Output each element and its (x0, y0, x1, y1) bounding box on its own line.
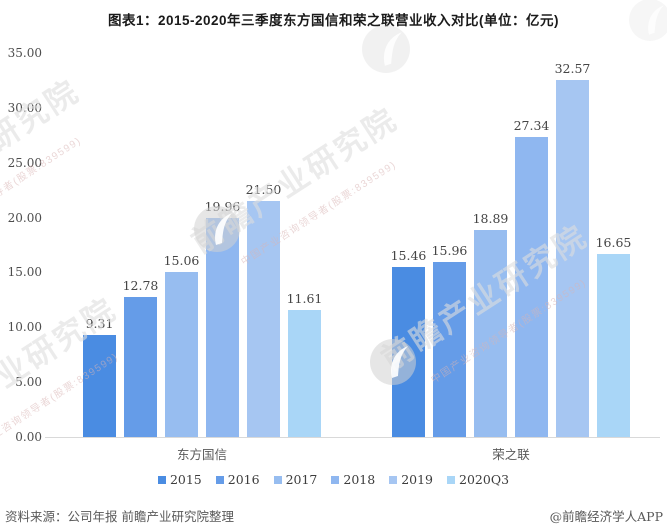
y-axis-tick-label: 25.00 (7, 155, 42, 170)
bar-2015: 9.31 (83, 316, 116, 437)
source-note: 资料来源：公司年报 前瞻产业研究院整理 (5, 509, 234, 524)
y-axis-tick-label: 20.00 (7, 210, 42, 225)
legend-label: 2015 (169, 472, 202, 487)
bar-2020Q3: 16.65 (596, 235, 631, 437)
bar-value-label: 18.89 (472, 210, 509, 226)
bar-value-label: 15.46 (390, 248, 427, 264)
bar-value-label: 19.96 (204, 199, 241, 214)
bar-value-label: 16.65 (595, 235, 632, 251)
legend-item-2016: 2016 (215, 472, 260, 487)
bar-2019: 21.50 (246, 182, 281, 437)
bar-value-label: 15.96 (431, 242, 468, 258)
bar-2017: 18.89 (473, 211, 508, 437)
legend-item-2018: 2018 (331, 472, 375, 487)
bar-group-2: 15.46 15.96 18.89 27.34 32.57 16.65 (391, 61, 631, 437)
legend-item-2017: 2017 (273, 472, 318, 487)
x-axis-category-label: 东方国信 (176, 447, 227, 462)
legend-label: 2019 (401, 472, 434, 487)
legend-label: 2017 (285, 472, 318, 487)
bar-value-label: 27.34 (513, 118, 550, 133)
legend-swatch-icon (331, 475, 340, 484)
legend-swatch-icon (273, 475, 282, 484)
bar-value-label: 11.61 (286, 290, 323, 306)
bar-2017: 15.06 (164, 253, 199, 437)
legend-swatch-icon (215, 475, 224, 484)
bar-2016: 12.78 (123, 278, 158, 437)
y-axis-tick-label: 0.00 (15, 430, 42, 444)
bar-2016: 15.96 (432, 243, 467, 437)
chart-title: 图表1：2015-2020年三季度东方国信和荣之联营业收入对比(单位：亿元) (107, 13, 560, 28)
bar-2019: 32.57 (555, 61, 590, 437)
y-axis-tick-label: 15.00 (7, 265, 42, 280)
bar-2015: 15.46 (391, 248, 426, 437)
legend-swatch-icon (447, 475, 456, 484)
legend-label: 2016 (227, 472, 260, 487)
bar-value-label: 9.31 (85, 315, 114, 331)
bar-value-label: 15.06 (163, 252, 200, 268)
legend-label: 2020Q3 (459, 472, 510, 487)
legend: 2015 2016 2017 2018 2019 2020Q3 (0, 472, 667, 487)
bar-2018: 19.96 (205, 199, 240, 437)
bar-2018: 27.34 (514, 118, 549, 437)
bar-2020Q3: 11.61 (287, 291, 322, 437)
bar-value-label: 12.78 (122, 277, 159, 293)
y-axis-tick-label: 35.00 (7, 46, 42, 60)
x-axis-line (45, 437, 660, 438)
legend-item-2019: 2019 (389, 472, 433, 487)
y-axis-tick-label: 10.00 (7, 320, 42, 335)
legend-swatch-icon (389, 475, 398, 484)
legend-item-2020Q3: 2020Q3 (447, 472, 509, 487)
x-axis-category-label: 荣之联 (492, 447, 530, 462)
legend-swatch-icon (157, 475, 166, 484)
bar-group-1: 9.31 12.78 15.06 19.96 21.50 11.61 (83, 182, 322, 437)
legend-label: 2018 (343, 472, 376, 487)
credit-badge: @前瞻经济学人APP (549, 509, 663, 524)
bar-value-label: 21.50 (245, 182, 282, 198)
y-axis-tick-label: 30.00 (7, 100, 42, 115)
y-axis-tick-label: 5.00 (15, 375, 42, 390)
legend-item-2015: 2015 (157, 472, 202, 487)
bar-value-label: 32.57 (554, 60, 591, 76)
